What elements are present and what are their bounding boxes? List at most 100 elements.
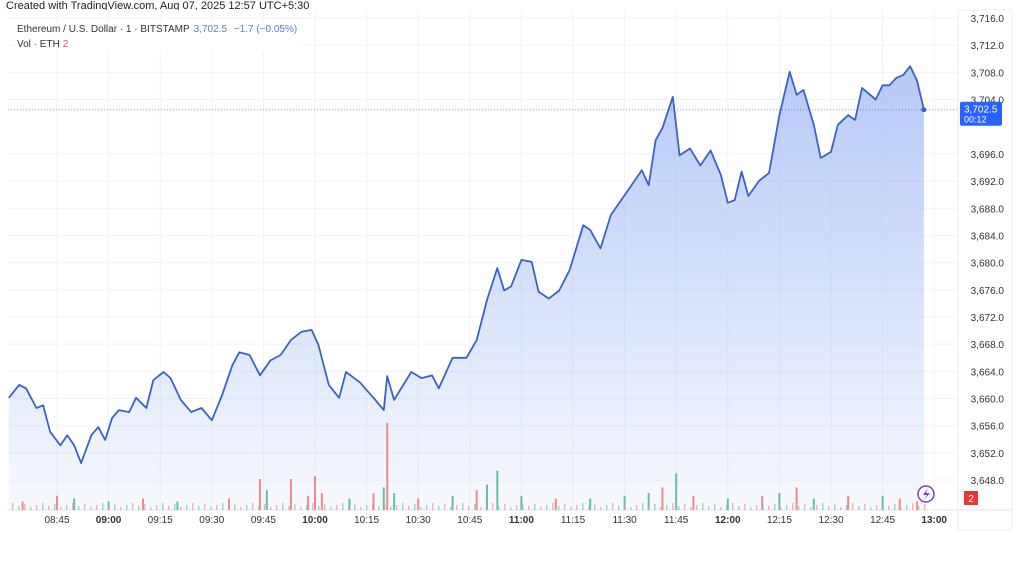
volume-bar xyxy=(516,505,518,510)
x-tick-label: 12:45 xyxy=(870,515,895,526)
y-tick-label: 3,672.0 xyxy=(971,313,1005,324)
volume-bar xyxy=(306,505,308,510)
volume-bar xyxy=(780,507,782,510)
volume-bar xyxy=(864,504,866,510)
volume-bar xyxy=(426,505,428,510)
volume-bar xyxy=(307,495,310,510)
x-tick-label: 10:00 xyxy=(302,515,328,526)
volume-bar xyxy=(234,504,236,510)
volume-bar xyxy=(570,507,572,510)
volume-bar xyxy=(320,493,323,510)
volume-bar xyxy=(216,505,218,510)
x-tick-label: 10:45 xyxy=(457,515,482,526)
volume-bar xyxy=(870,507,872,510)
volume-bar xyxy=(382,487,385,510)
y-tick-label: 3,664.0 xyxy=(971,367,1005,378)
volume-bar xyxy=(378,506,380,510)
volume-bar xyxy=(252,503,254,510)
volume-bar xyxy=(48,506,50,510)
volume-bar xyxy=(666,505,668,510)
volume-value: 2 xyxy=(62,39,69,50)
volume-bar xyxy=(594,504,596,510)
price-change: −1.7 (−0.05%) xyxy=(233,24,298,35)
volume-bar xyxy=(582,503,584,510)
volume-bar xyxy=(156,505,158,510)
y-tick-label: 3,648.0 xyxy=(971,476,1005,487)
volume-bar xyxy=(795,487,798,510)
volume-bar xyxy=(30,507,32,510)
volume-bar xyxy=(882,503,884,510)
x-tick-label: 11:45 xyxy=(664,515,689,526)
volume-bar xyxy=(228,498,230,510)
x-tick-label: 12:15 xyxy=(767,515,792,526)
volume-bar xyxy=(612,503,614,510)
volume-bar xyxy=(21,501,24,510)
y-tick-label: 3,692.0 xyxy=(971,177,1005,188)
volume-bar xyxy=(360,507,362,510)
y-tick-label: 3,676.0 xyxy=(971,286,1005,297)
volume-bar xyxy=(702,503,704,510)
volume-bar xyxy=(708,506,710,510)
price-line xyxy=(8,65,925,464)
volume-bar xyxy=(468,506,470,510)
volume-bar xyxy=(822,503,824,510)
volume-bar xyxy=(761,495,764,510)
volume-bar xyxy=(289,479,292,510)
volume-bar xyxy=(726,505,728,510)
volume-bar xyxy=(314,476,316,510)
volume-bar xyxy=(390,507,392,510)
volume-bar xyxy=(475,490,478,510)
volume-bar xyxy=(312,503,314,510)
volume-bar xyxy=(750,507,752,510)
volume-bar xyxy=(661,487,664,510)
volume-bar xyxy=(73,498,76,510)
volume-bar xyxy=(912,503,914,510)
volume-bar xyxy=(132,503,134,510)
volume-bar xyxy=(330,507,332,510)
volume-bar xyxy=(876,505,878,510)
volume-bar xyxy=(258,506,260,510)
volume-bar xyxy=(906,505,908,510)
volume-bar xyxy=(451,495,454,510)
x-tick-label: 08:45 xyxy=(44,515,69,526)
x-tick-label: 09:30 xyxy=(199,515,224,526)
volume-bar xyxy=(204,504,206,510)
x-tick-label: 13:00 xyxy=(921,515,947,526)
volume-bar xyxy=(336,505,338,510)
volume-bar xyxy=(510,507,512,510)
volume-bar xyxy=(342,503,344,510)
x-tick-label: 10:15 xyxy=(354,515,379,526)
volume-bar xyxy=(18,506,20,510)
volume-bar xyxy=(678,506,680,510)
volume-bar xyxy=(348,506,350,510)
volume-bar xyxy=(417,498,420,510)
x-tick-label: 11:15 xyxy=(561,515,586,526)
volume-bar xyxy=(126,505,128,510)
x-tick-label: 11:00 xyxy=(509,515,534,526)
x-tick-label: 09:15 xyxy=(148,515,173,526)
volume-bar xyxy=(168,506,170,510)
x-tick-label: 11:30 xyxy=(612,515,637,526)
symbol-title[interactable]: Ethereum / U.S. Dollar · 1 · BITSTAMP xyxy=(17,24,190,35)
volume-bar xyxy=(107,501,110,510)
symbol-row: Ethereum / U.S. Dollar · 1 · BITSTAMP 3,7… xyxy=(17,22,297,37)
volume-bar xyxy=(888,506,890,510)
volume-bar xyxy=(684,504,686,510)
volume-bar xyxy=(834,504,836,510)
volume-bar xyxy=(714,504,716,510)
volume-bar xyxy=(294,504,296,510)
volume-bar xyxy=(348,498,351,510)
volume-bar xyxy=(222,503,224,510)
volume-bar xyxy=(786,505,788,510)
volume-label[interactable]: Vol · ETH xyxy=(17,39,60,50)
volume-bar xyxy=(176,501,179,510)
volume-bar xyxy=(852,503,854,510)
volume-bar xyxy=(142,498,144,510)
volume-badge-value: 2 xyxy=(968,494,974,505)
volume-bar xyxy=(450,507,452,510)
volume-bar xyxy=(72,503,74,510)
volume-bar xyxy=(858,506,860,510)
volume-bar xyxy=(366,505,368,510)
volume-bar xyxy=(288,506,290,510)
